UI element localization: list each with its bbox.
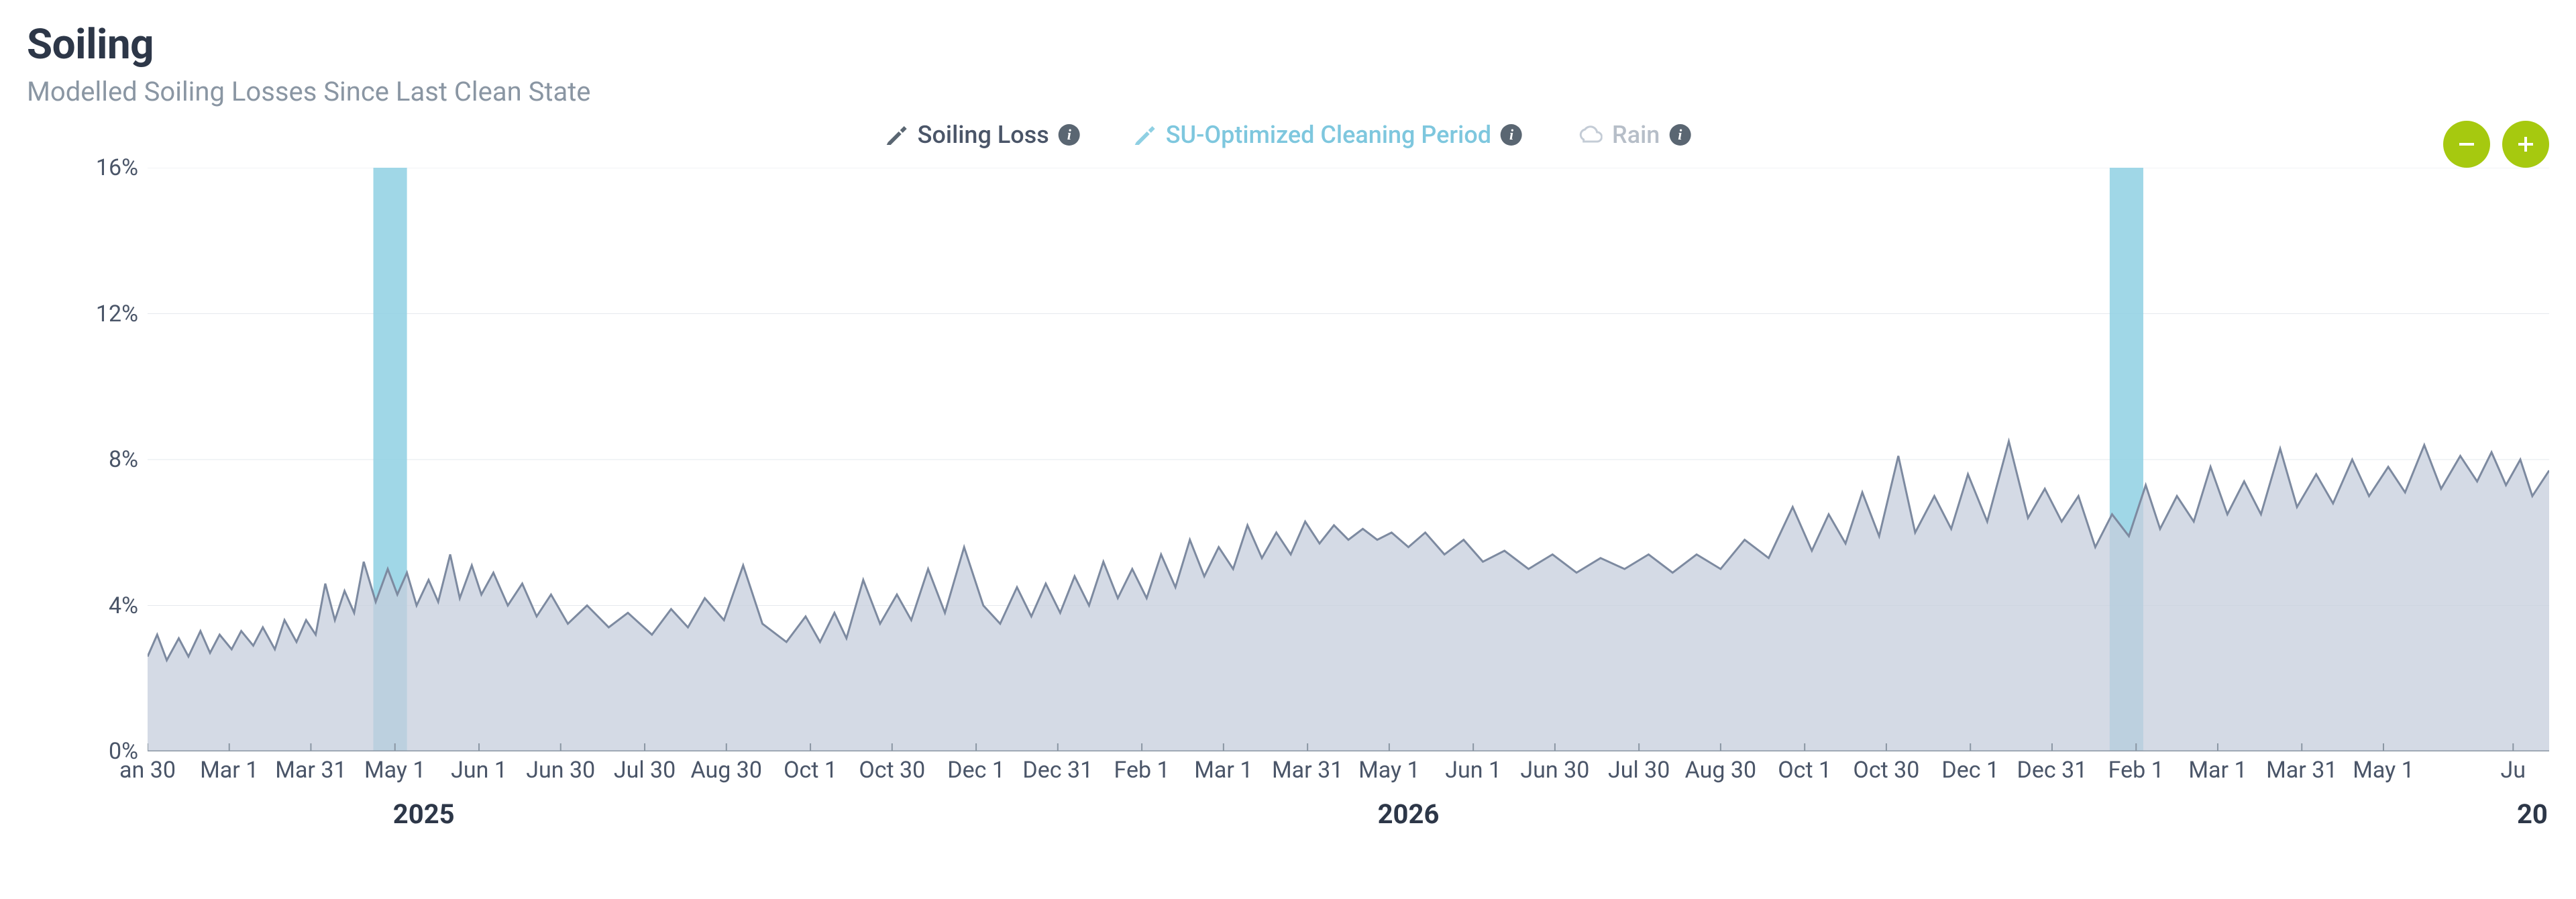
x-tick-label: Feb 1 xyxy=(1114,757,1170,784)
x-tick-label: Dec 1 xyxy=(947,757,1005,784)
x-tick-label: Mar 31 xyxy=(275,757,346,784)
x-tick-label: Dec 1 xyxy=(1941,757,1999,784)
y-tick-label: 8% xyxy=(109,446,148,473)
soiling-panel: Soiling Modelled Soiling Losses Since La… xyxy=(0,0,2576,899)
legend-row: Soiling Loss i SU-Optimized Cleaning Per… xyxy=(27,121,2549,161)
legend-item-soiling-loss[interactable]: Soiling Loss i xyxy=(885,121,1080,149)
x-axis-ticks: an 30Mar 1Mar 31May 1Jun 1Jun 30Jul 30Au… xyxy=(148,751,2549,792)
x-tick-label: Oct 30 xyxy=(1853,757,1919,784)
x-tick-label: Mar 1 xyxy=(2188,757,2247,784)
x-tick-label: Oct 1 xyxy=(784,757,837,784)
panel-subtitle: Modelled Soiling Losses Since Last Clean… xyxy=(27,76,2549,107)
info-icon[interactable]: i xyxy=(1669,124,1690,146)
info-icon[interactable]: i xyxy=(1059,124,1080,146)
x-tick-label: Jun 30 xyxy=(526,757,595,784)
x-tick-label: Dec 31 xyxy=(2017,757,2088,784)
legend-item-rain[interactable]: Rain i xyxy=(1576,121,1690,149)
info-icon[interactable]: i xyxy=(1501,124,1522,146)
x-tick-label: Mar 1 xyxy=(200,757,258,784)
year-label: 2025 xyxy=(393,798,455,830)
legend-item-cleaning-period[interactable]: SU-Optimized Cleaning Period i xyxy=(1134,121,1522,149)
plot-wrap: 0%4%8%12%16% xyxy=(148,168,2549,751)
x-tick-label: Mar 31 xyxy=(2266,757,2337,784)
x-tick-label: Aug 30 xyxy=(691,757,762,784)
zoom-out-button[interactable] xyxy=(2443,121,2490,168)
x-tick-label: May 1 xyxy=(1358,757,1420,784)
zoom-in-button[interactable] xyxy=(2502,121,2549,168)
legend-label: Rain xyxy=(1612,121,1660,149)
cloud-icon xyxy=(1576,125,1603,145)
chart-legend: Soiling Loss i SU-Optimized Cleaning Per… xyxy=(885,121,1691,149)
x-tick-label: Jun 1 xyxy=(451,757,507,784)
soiling-chart[interactable] xyxy=(148,168,2549,751)
x-axis-year-labels: 2025 2026 20 xyxy=(148,792,2549,839)
x-tick-label: Jun 1 xyxy=(1445,757,1501,784)
x-tick-label: an 30 xyxy=(119,757,176,784)
legend-label: SU-Optimized Cleaning Period xyxy=(1166,121,1491,149)
x-tick-label: May 1 xyxy=(364,757,426,784)
x-tick-label: Mar 31 xyxy=(1272,757,1343,784)
panel-title: Soiling xyxy=(27,20,2549,69)
year-label: 2026 xyxy=(1378,798,1440,830)
y-tick-label: 4% xyxy=(109,592,148,619)
y-tick-label: 16% xyxy=(96,154,148,181)
year-label: 20 xyxy=(2517,798,2548,830)
x-tick-label: Mar 1 xyxy=(1194,757,1252,784)
x-tick-label: Oct 1 xyxy=(1778,757,1831,784)
zoom-controls xyxy=(2443,121,2549,168)
pen-icon xyxy=(1134,123,1157,146)
x-tick-label: Jun 30 xyxy=(1520,757,1589,784)
chart-area: 0%4%8%12%16% an 30 Mar 1 Mar 31 May 1 Jun 1 J… xyxy=(27,168,2549,839)
x-tick-label: Dec 31 xyxy=(1022,757,1093,784)
pen-icon xyxy=(885,123,908,146)
x-tick-label: Feb 1 xyxy=(2108,757,2164,784)
x-tick-label: Jul 30 xyxy=(614,757,676,784)
plus-icon xyxy=(2514,133,2537,156)
x-tick-label: Jul 30 xyxy=(1608,757,1670,784)
x-tick-label: Ju xyxy=(2501,757,2526,784)
x-tick-label: Aug 30 xyxy=(1685,757,1756,784)
y-tick-label: 12% xyxy=(96,301,148,327)
minus-icon xyxy=(2455,133,2478,156)
x-tick-label: Oct 30 xyxy=(859,757,925,784)
legend-label: Soiling Loss xyxy=(918,121,1049,149)
x-tick-label: May 1 xyxy=(2353,757,2414,784)
